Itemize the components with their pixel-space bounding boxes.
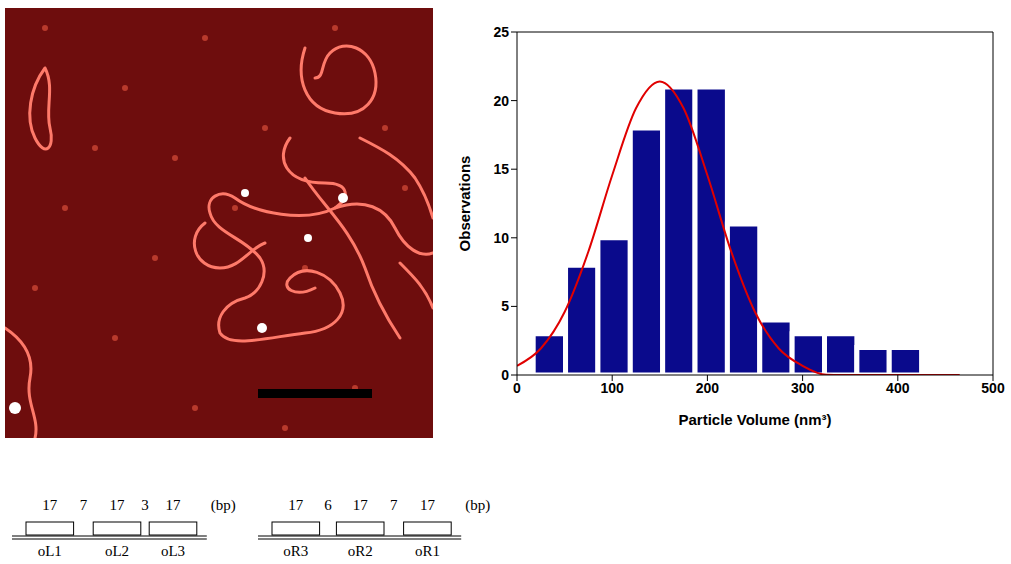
svg-text:100: 100 [601, 380, 625, 396]
svg-text:oR1: oR1 [415, 543, 440, 559]
svg-text:10: 10 [493, 230, 509, 246]
svg-text:17: 17 [110, 497, 126, 513]
svg-text:17: 17 [288, 497, 304, 513]
svg-text:25: 25 [493, 24, 509, 40]
svg-text:oR3: oR3 [283, 543, 308, 559]
svg-text:oL1: oL1 [38, 543, 62, 559]
svg-text:17: 17 [353, 497, 369, 513]
svg-text:7: 7 [390, 497, 398, 513]
svg-text:oR2: oR2 [348, 543, 373, 559]
svg-text:0: 0 [501, 367, 509, 383]
svg-text:Observations: Observations [456, 156, 473, 252]
svg-text:400: 400 [886, 380, 910, 396]
svg-text:17: 17 [420, 497, 436, 513]
svg-text:7: 7 [80, 497, 88, 513]
svg-text:200: 200 [696, 380, 720, 396]
svg-text:17: 17 [42, 497, 58, 513]
svg-text:6: 6 [324, 497, 332, 513]
svg-text:oL3: oL3 [161, 543, 185, 559]
svg-text:(bp): (bp) [211, 497, 236, 514]
svg-text:3: 3 [141, 497, 149, 513]
svg-text:500: 500 [981, 380, 1005, 396]
svg-text:oL2: oL2 [105, 543, 129, 559]
svg-text:17: 17 [166, 497, 182, 513]
svg-text:Particle Volume (nm³): Particle Volume (nm³) [678, 411, 831, 428]
svg-text:15: 15 [493, 161, 509, 177]
svg-text:5: 5 [501, 298, 509, 314]
svg-text:0: 0 [513, 380, 521, 396]
svg-text:300: 300 [791, 380, 815, 396]
svg-text:(bp): (bp) [465, 497, 490, 514]
svg-text:20: 20 [493, 93, 509, 109]
